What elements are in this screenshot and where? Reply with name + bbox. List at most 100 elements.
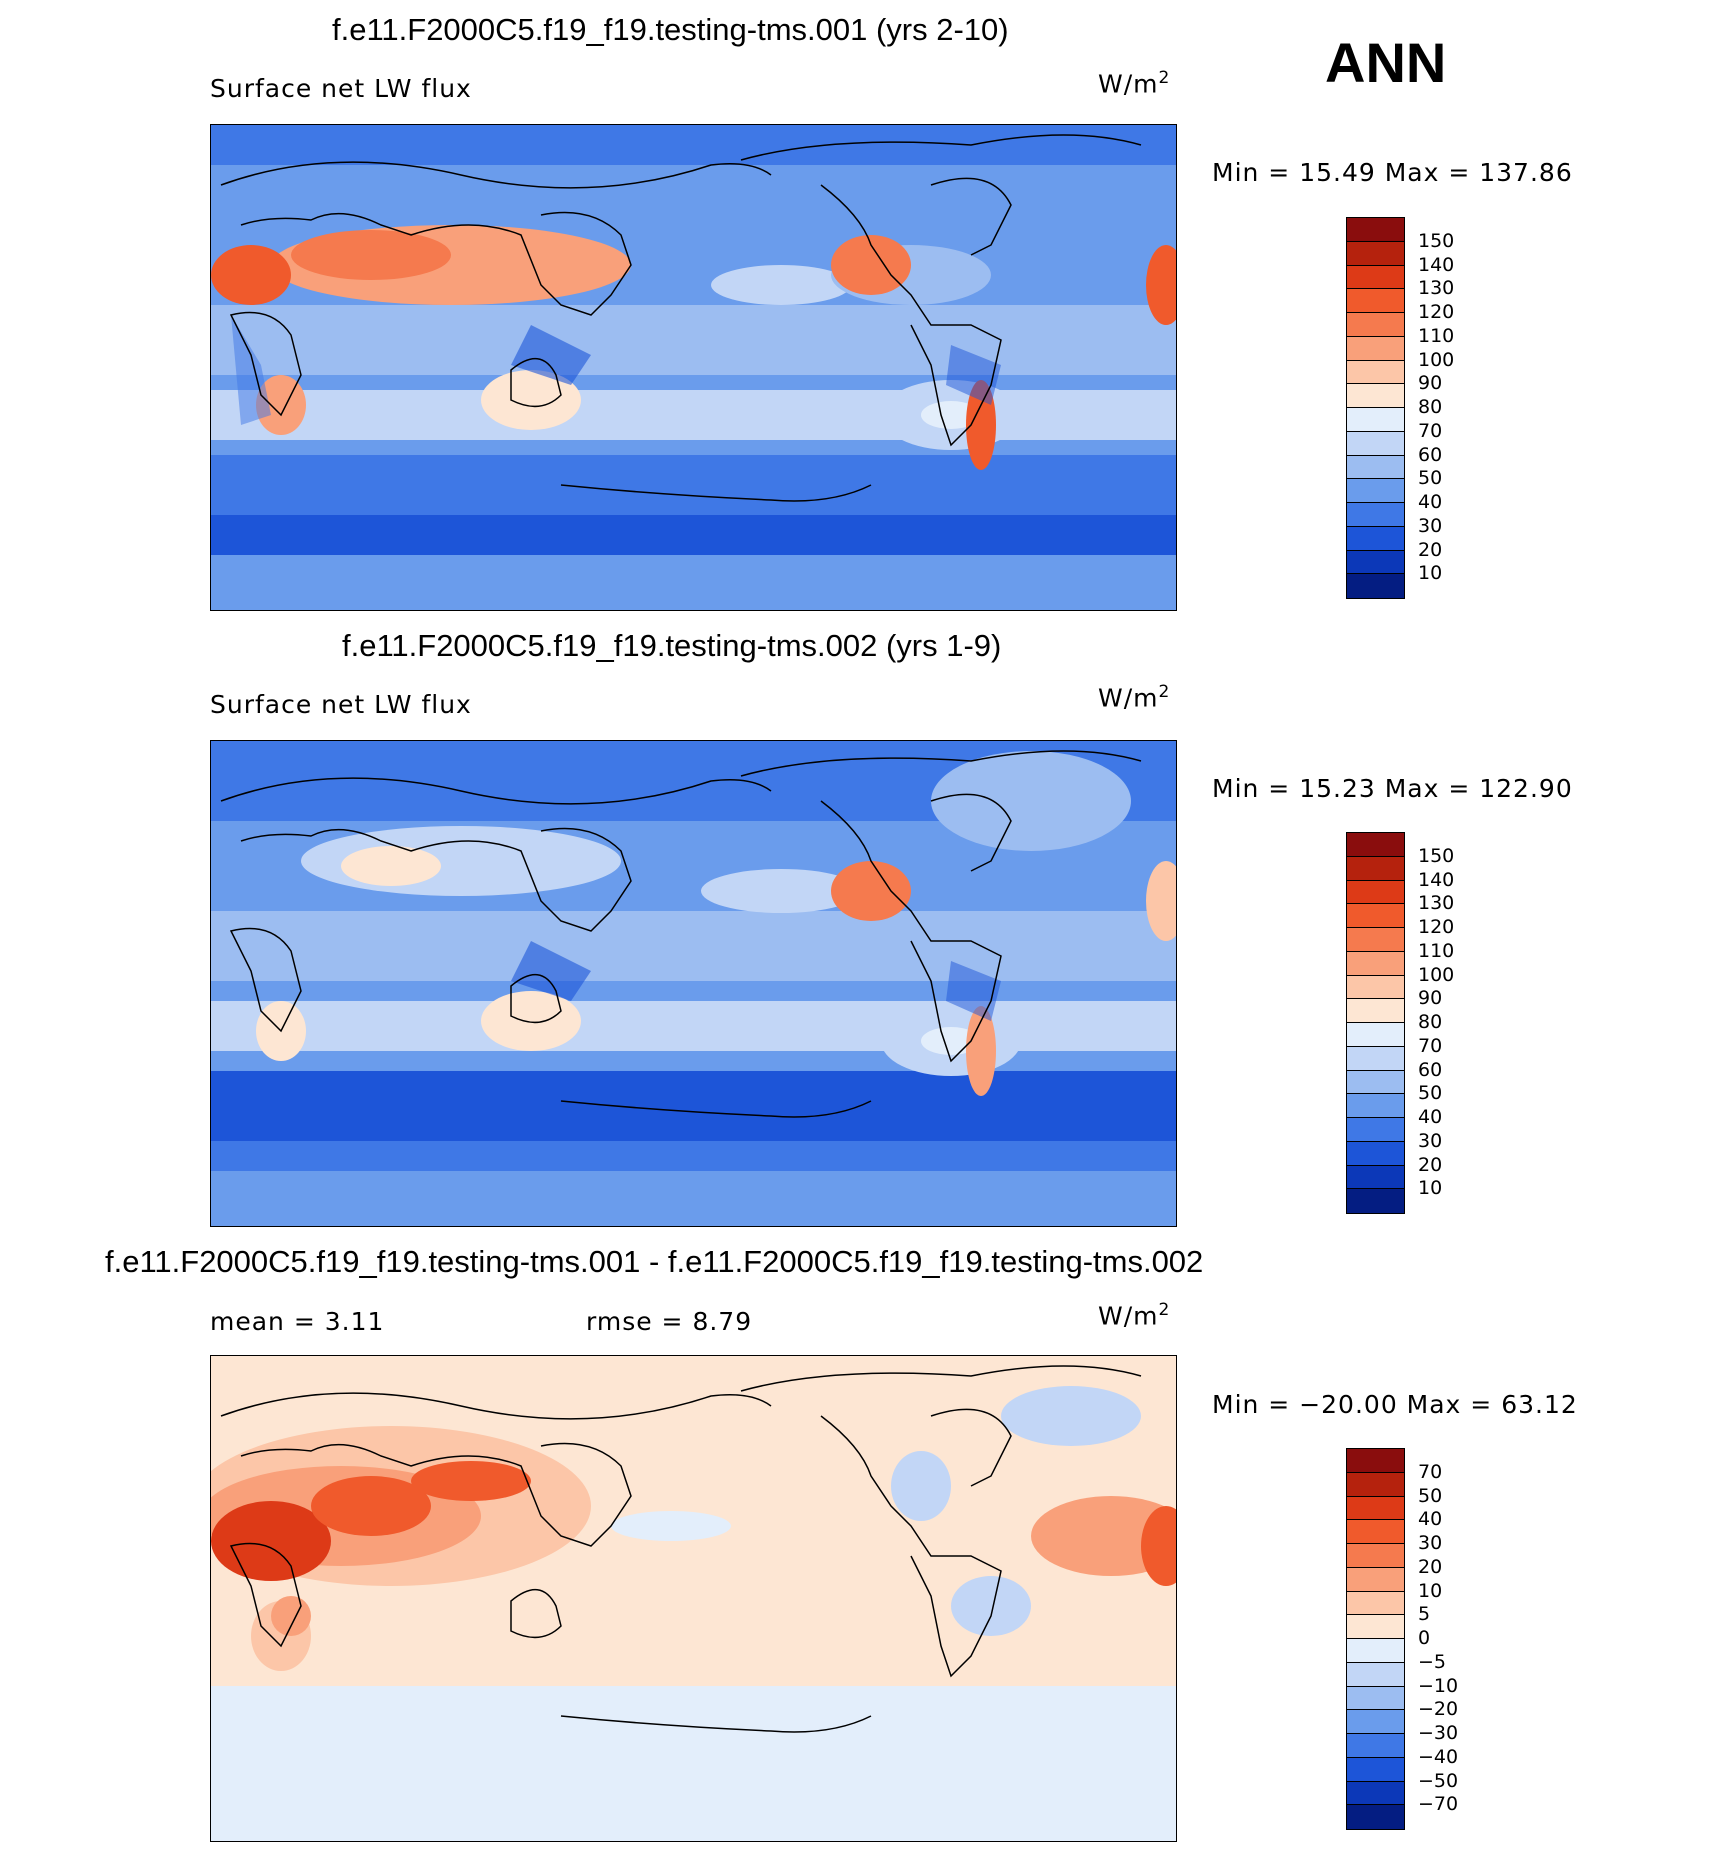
colorbar-cell [1347, 289, 1404, 313]
colorbar-cell [1347, 265, 1404, 290]
panel-2-minmax: Min = 15.23 Max = 122.90 [1212, 774, 1573, 803]
colorbar-cell [1347, 1449, 1404, 1473]
colorbar-tick-label: 80 [1418, 396, 1443, 418]
colorbar-tick-label: 0 [1418, 1627, 1431, 1649]
colorbar-tick-label: −70 [1418, 1793, 1459, 1816]
panel-2-field-label: Surface net LW flux [210, 690, 472, 719]
colorbar-tick-label: 100 [1418, 348, 1455, 371]
colorbar-cell [1347, 1757, 1404, 1782]
panel-2-title: f.e11.F2000C5.f19_f19.testing-tms.002 (y… [342, 628, 1002, 663]
panel-3-heatmap [211, 1356, 1176, 1841]
colorbar-cell [1347, 999, 1404, 1023]
panel-3-map [210, 1355, 1177, 1842]
colorbar-tick-label: 60 [1418, 1058, 1443, 1081]
colorbar-cell [1347, 550, 1404, 575]
colorbar-tick-label: 20 [1418, 1555, 1443, 1578]
colorbar-cell [1347, 880, 1404, 905]
colorbar-cell [1347, 1118, 1404, 1142]
panel-3-mean: mean = 3.11 [210, 1307, 385, 1336]
panel-1-minmax: Min = 15.49 Max = 137.86 [1212, 158, 1573, 187]
colorbar-tick-label: −50 [1418, 1769, 1459, 1792]
colorbar-cell [1347, 479, 1404, 503]
colorbar-cell [1347, 336, 1404, 361]
colorbar-tick-label: 20 [1418, 1153, 1443, 1176]
colorbar-cell [1347, 1615, 1404, 1639]
colorbar-cell [1347, 975, 1404, 1000]
colorbar-cell [1347, 526, 1404, 551]
colorbar-tick-label: 130 [1418, 892, 1455, 915]
colorbar-tick-label: 10 [1418, 562, 1443, 585]
colorbar-cell [1347, 313, 1404, 337]
colorbar-tick-label: 10 [1418, 1177, 1443, 1200]
colorbar-tick-label: −30 [1418, 1722, 1459, 1744]
colorbar-tick-label: 30 [1418, 1129, 1443, 1152]
colorbar-cell [1347, 951, 1404, 976]
colorbar-tick-label: 120 [1418, 301, 1455, 323]
panel-3-rmse: rmse = 8.79 [586, 1307, 753, 1336]
panel-1-heatmap [211, 125, 1176, 610]
colorbar-cell [1347, 1781, 1404, 1806]
colorbar-cell [1347, 1189, 1404, 1213]
colorbar-tick-label: 50 [1418, 1082, 1443, 1105]
panel-1-units: W/m2 [1098, 68, 1171, 99]
colorbar-cell [1347, 1591, 1404, 1616]
colorbar-tick-label: 140 [1418, 868, 1455, 891]
panel-2-colorbar [1346, 832, 1405, 1214]
panel-3-minmax: Min = −20.00 Max = 63.12 [1212, 1390, 1578, 1419]
colorbar-tick-label: 40 [1418, 1106, 1443, 1128]
panel-3-units: W/m2 [1098, 1300, 1171, 1331]
colorbar-tick-label: 40 [1418, 491, 1443, 513]
colorbar-cell [1347, 1710, 1404, 1734]
colorbar-cell [1347, 455, 1404, 480]
colorbar-tick-label: 150 [1418, 844, 1455, 867]
colorbar-cell [1347, 241, 1404, 266]
colorbar-tick-label: 150 [1418, 229, 1455, 252]
colorbar-tick-label: 110 [1418, 324, 1455, 347]
colorbar-cell [1347, 360, 1404, 385]
colorbar-cell [1347, 856, 1404, 881]
colorbar-cell [1347, 1472, 1404, 1497]
colorbar-tick-label: −40 [1418, 1745, 1459, 1768]
colorbar-tick-label: 20 [1418, 538, 1443, 561]
colorbar-cell [1347, 1734, 1404, 1758]
colorbar-tick-label: 90 [1418, 372, 1443, 395]
colorbar-cell [1347, 1544, 1404, 1568]
colorbar-tick-label: 70 [1418, 1460, 1443, 1483]
colorbar-cell [1347, 1567, 1404, 1592]
colorbar-tick-label: −5 [1418, 1650, 1447, 1673]
colorbar-cell [1347, 1165, 1404, 1190]
colorbar-cell [1347, 833, 1404, 857]
colorbar-cell [1347, 1662, 1404, 1687]
colorbar-tick-label: 70 [1418, 1034, 1443, 1057]
panel-3-colorbar [1346, 1448, 1405, 1830]
panel-1-title: f.e11.F2000C5.f19_f19.testing-tms.001 (y… [332, 12, 1009, 47]
panel-1-map [210, 124, 1177, 611]
colorbar-cell [1347, 503, 1404, 527]
colorbar-cell [1347, 1805, 1404, 1829]
colorbar-tick-label: 140 [1418, 253, 1455, 276]
colorbar-tick-label: 70 [1418, 419, 1443, 442]
colorbar-tick-label: 5 [1418, 1603, 1431, 1626]
colorbar-tick-label: 50 [1418, 1484, 1443, 1507]
colorbar-tick-label: 80 [1418, 1011, 1443, 1033]
panel-2-heatmap [211, 741, 1176, 1226]
colorbar-tick-label: 90 [1418, 987, 1443, 1010]
colorbar-tick-label: 50 [1418, 467, 1443, 490]
colorbar-tick-label: 120 [1418, 916, 1455, 938]
colorbar-cell [1347, 384, 1404, 408]
colorbar-tick-label: −10 [1418, 1674, 1459, 1697]
colorbar-cell [1347, 431, 1404, 456]
colorbar-cell [1347, 574, 1404, 598]
colorbar-cell [1347, 408, 1404, 432]
colorbar-cell [1347, 1496, 1404, 1521]
colorbar-tick-label: 30 [1418, 514, 1443, 537]
colorbar-cell [1347, 1023, 1404, 1047]
colorbar-tick-label: 130 [1418, 277, 1455, 300]
colorbar-cell [1347, 1639, 1404, 1663]
colorbar-cell [1347, 1141, 1404, 1166]
panel-2-units: W/m2 [1098, 682, 1171, 713]
colorbar-tick-label: 30 [1418, 1532, 1443, 1554]
colorbar-cell [1347, 904, 1404, 928]
colorbar-cell [1347, 1520, 1404, 1544]
colorbar-tick-label: −20 [1418, 1698, 1459, 1721]
